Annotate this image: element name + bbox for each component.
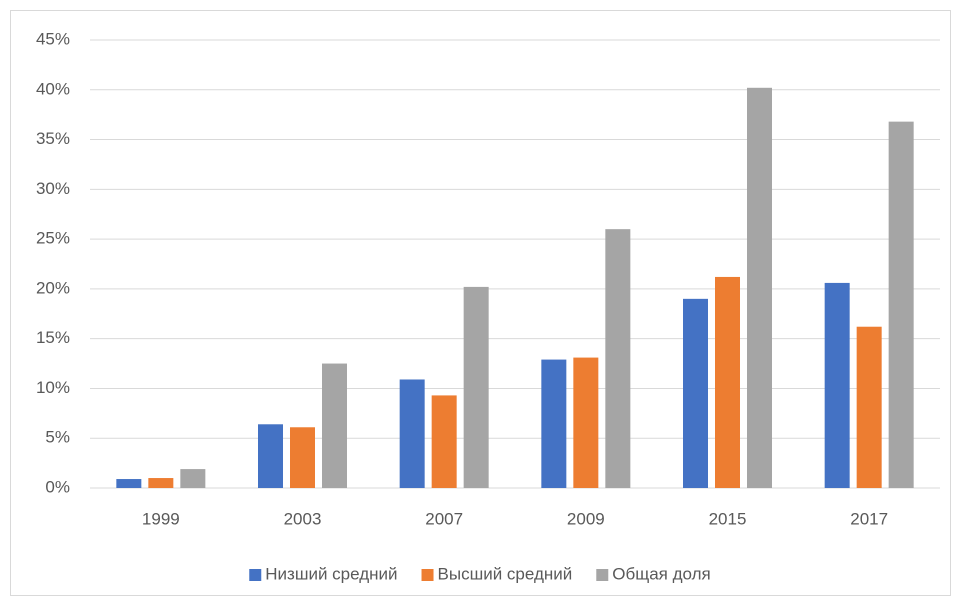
y-tick-label: 25% xyxy=(36,229,70,248)
y-tick-label: 15% xyxy=(36,328,70,347)
legend-swatch xyxy=(596,569,609,581)
x-tick-label: 2003 xyxy=(284,509,322,528)
x-tick-label: 2009 xyxy=(567,509,605,528)
y-tick-label: 30% xyxy=(36,179,70,198)
legend-label: Общая доля xyxy=(612,564,710,583)
x-tick-label: 2007 xyxy=(425,509,463,528)
bar xyxy=(683,298,708,488)
bar xyxy=(573,357,599,488)
y-tick-label: 40% xyxy=(36,79,70,98)
legend-swatch xyxy=(249,569,262,581)
x-tick-label: 1999 xyxy=(142,509,180,528)
bar xyxy=(715,276,740,488)
legend-label: Высший средний xyxy=(438,564,573,583)
y-tick-label: 5% xyxy=(45,428,70,447)
bar xyxy=(463,286,489,488)
x-tick-label: 2015 xyxy=(709,509,747,528)
bar xyxy=(258,424,283,488)
bar xyxy=(888,121,914,488)
x-tick-label: 2017 xyxy=(850,509,888,528)
bar xyxy=(148,478,174,488)
legend-swatch xyxy=(421,569,434,581)
bar xyxy=(116,479,142,488)
bar xyxy=(180,469,206,488)
bar xyxy=(824,282,850,488)
bar xyxy=(431,395,457,488)
y-tick-label: 45% xyxy=(36,29,70,48)
bar xyxy=(322,363,347,488)
legend-label: Низший средний xyxy=(265,564,397,583)
bar xyxy=(856,326,882,488)
y-tick-label: 20% xyxy=(36,278,70,297)
bar xyxy=(290,427,315,488)
bar xyxy=(399,379,425,488)
bar xyxy=(747,87,772,488)
y-tick-label: 0% xyxy=(45,477,70,496)
bar xyxy=(605,229,631,488)
bar xyxy=(541,359,567,488)
y-tick-label: 35% xyxy=(36,129,70,148)
y-tick-label: 10% xyxy=(36,378,70,397)
